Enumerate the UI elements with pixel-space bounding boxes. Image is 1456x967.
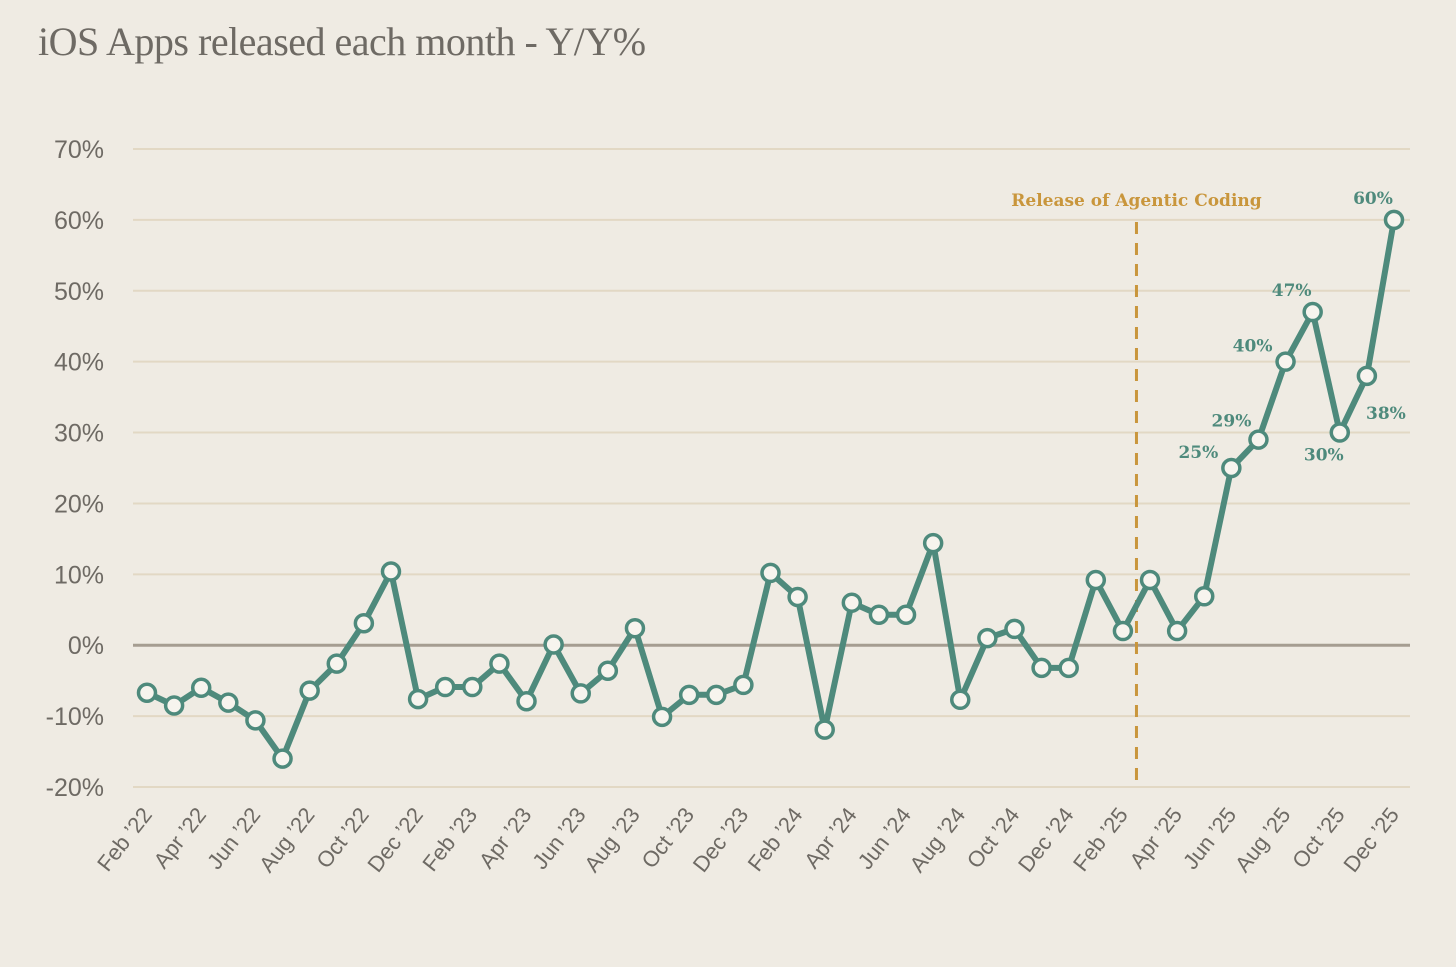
- x-tick-label: Feb ’23: [417, 803, 482, 876]
- data-point: [1112, 620, 1134, 642]
- data-point: [326, 653, 348, 674]
- data-point: [570, 683, 591, 704]
- data-point: [1004, 618, 1025, 640]
- data-point: [1356, 365, 1378, 387]
- x-tick-label: Apr ’24: [799, 803, 862, 873]
- data-point: [380, 561, 402, 582]
- data-point: [868, 604, 890, 625]
- data-label-layer: 25% 29% 40% 47% 30% 38% 60%: [1178, 189, 1405, 466]
- data-point: [516, 690, 537, 712]
- data-point: [1383, 209, 1405, 231]
- data-point: [407, 688, 429, 710]
- y-tick-label: 50%: [54, 278, 104, 306]
- x-tick-label: Aug ’25: [1230, 803, 1296, 877]
- data-point: [733, 674, 754, 696]
- y-tick-label: 0%: [68, 632, 104, 660]
- data-point: [977, 627, 998, 649]
- series-line: [144, 216, 1397, 762]
- data-point: [950, 689, 971, 711]
- x-tick-label: Aug ’22: [254, 803, 320, 877]
- x-tick-label: Dec ’22: [362, 803, 428, 877]
- chart-title: iOS Apps released each month - Y/Y%: [38, 19, 646, 64]
- x-tick-label: Apr ’25: [1124, 803, 1187, 873]
- x-tick-label: Apr ’22: [149, 803, 212, 873]
- data-point: [353, 612, 375, 634]
- data-point: [760, 562, 781, 584]
- x-tick-label: Apr ’23: [474, 803, 537, 873]
- y-tick-label: 20%: [54, 490, 104, 518]
- x-tick-label: Dec ’23: [688, 803, 754, 877]
- data-point: [624, 617, 646, 639]
- data-label: 38%: [1366, 404, 1406, 424]
- data-point: [272, 748, 293, 769]
- annotation-label: Release of Agentic Coding: [1011, 191, 1262, 211]
- data-point: [651, 706, 673, 728]
- data-point: [895, 604, 917, 625]
- data-point: [1139, 569, 1161, 591]
- data-label: 29%: [1212, 412, 1252, 432]
- data-point: [1329, 422, 1351, 443]
- data-point: [922, 532, 944, 554]
- data-point: [1058, 657, 1079, 679]
- data-point: [462, 676, 483, 698]
- data-point: [190, 677, 212, 699]
- data-point: [434, 676, 456, 698]
- data-point: [1302, 301, 1323, 323]
- x-tick-label: Aug ’24: [905, 803, 971, 877]
- data-point: [814, 719, 835, 740]
- y-tick-label: 60%: [54, 207, 104, 235]
- x-tick-label: Feb ’22: [92, 803, 157, 876]
- data-label: 30%: [1304, 446, 1344, 466]
- data-label: 40%: [1233, 337, 1273, 357]
- data-point: [1248, 429, 1269, 450]
- y-tick-label: 10%: [54, 561, 104, 589]
- x-tick-label: Aug ’23: [579, 803, 645, 877]
- data-label: 47%: [1272, 281, 1312, 301]
- data-label: 60%: [1353, 189, 1393, 209]
- series-layer: [136, 209, 1405, 769]
- data-point: [1193, 586, 1215, 607]
- y-tick-label: 30%: [54, 420, 104, 448]
- data-point: [678, 684, 700, 706]
- x-tick-label: Dec ’24: [1013, 803, 1079, 877]
- data-point: [163, 695, 185, 716]
- y-tick-label: -10%: [46, 703, 104, 731]
- y-axis-tick-labels: 70% 60% 50% 40% 30% 20% 10% 0% -10% -20%: [46, 136, 104, 802]
- x-tick-label: Feb ’24: [743, 803, 808, 876]
- annotation-layer: Release of Agentic Coding: [1011, 191, 1262, 787]
- data-point: [489, 653, 510, 674]
- data-point: [1031, 657, 1052, 679]
- grid-lines: [133, 148, 1410, 788]
- y-tick-label: 70%: [54, 136, 104, 164]
- data-label: 25%: [1178, 443, 1218, 463]
- data-point: [218, 692, 239, 713]
- data-point: [787, 586, 808, 608]
- data-point: [1166, 620, 1188, 642]
- data-point: [1221, 457, 1242, 479]
- data-point: [543, 634, 564, 655]
- data-point: [1085, 569, 1107, 591]
- data-point: [299, 680, 320, 701]
- data-point: [245, 710, 266, 731]
- data-point: [136, 682, 158, 703]
- x-tick-label: Feb ’25: [1068, 803, 1133, 876]
- data-point: [1275, 351, 1296, 372]
- x-tick-label: Dec ’25: [1338, 803, 1404, 877]
- data-point: [706, 684, 727, 706]
- y-tick-label: -20%: [46, 774, 104, 802]
- data-point: [597, 660, 619, 681]
- y-tick-label: 40%: [54, 349, 104, 377]
- data-point: [841, 592, 863, 613]
